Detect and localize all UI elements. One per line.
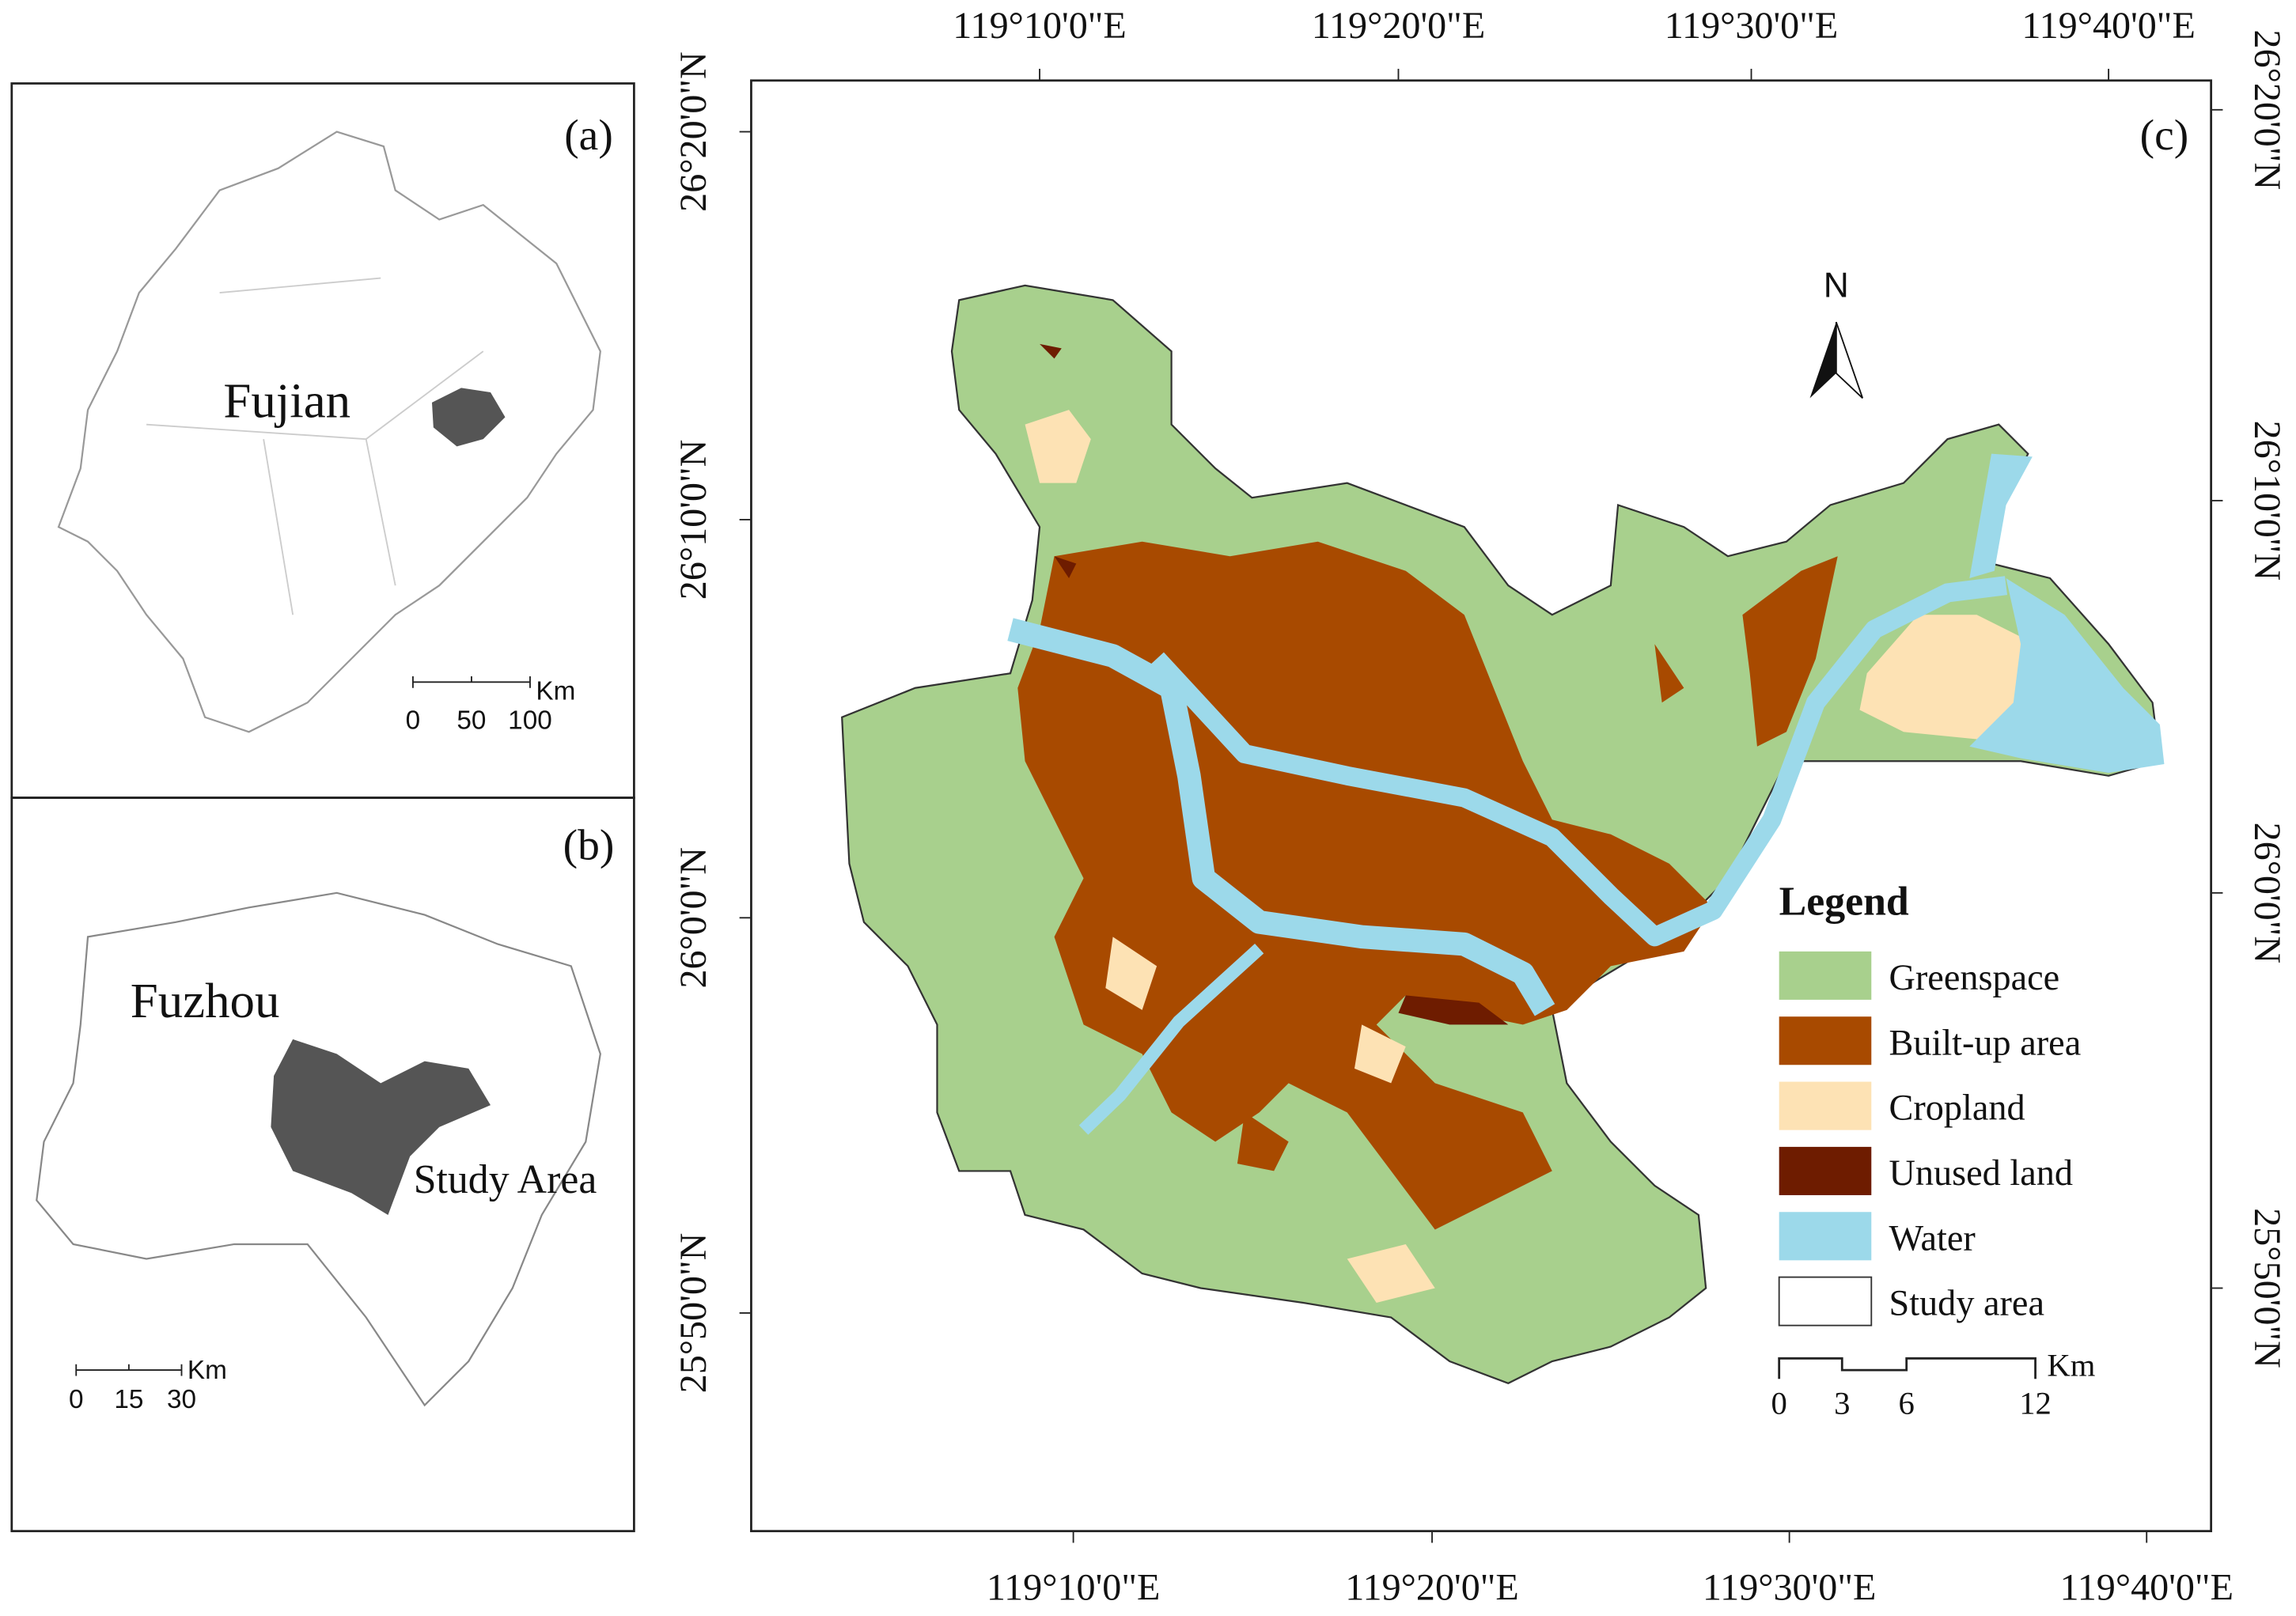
panel-c-frame bbox=[750, 79, 2213, 1533]
panel-label: (c) bbox=[2140, 112, 2189, 160]
legend-label: Study area bbox=[1889, 1284, 2044, 1324]
legend-label: Greenspace bbox=[1889, 958, 2059, 998]
place-label: Fuzhou bbox=[131, 973, 280, 1028]
latitude-label: 26°20'0"N bbox=[673, 51, 714, 212]
fuzhou-outline bbox=[36, 891, 601, 1407]
legend-title: Legend bbox=[1779, 880, 1909, 925]
scale-unit: Km bbox=[2047, 1348, 2095, 1383]
fuzhou-area bbox=[431, 388, 506, 447]
legend-swatch bbox=[1779, 951, 1872, 1000]
scale-label: 12 bbox=[2019, 1386, 2052, 1421]
river bbox=[1078, 943, 1264, 1135]
legend-label: Unused land bbox=[1889, 1153, 2073, 1194]
longitude-label: 119°40'0"E bbox=[2021, 5, 2195, 47]
legend-label: Cropland bbox=[1889, 1088, 2025, 1129]
river bbox=[1007, 618, 1555, 1016]
fujian-divisions bbox=[146, 277, 484, 615]
legend-swatch bbox=[1779, 1081, 1872, 1130]
scale-label: 3 bbox=[1834, 1386, 1850, 1421]
river bbox=[1150, 576, 2008, 947]
legend-label: Built-up area bbox=[1889, 1023, 2081, 1063]
built-up bbox=[1017, 541, 1714, 1230]
scale-label: 0 bbox=[69, 1385, 84, 1414]
latitude-label: 25°50'0"N bbox=[2246, 1208, 2288, 1368]
scale-label: 0 bbox=[1771, 1386, 1786, 1421]
legend-swatch bbox=[1778, 1276, 1873, 1326]
panel-label: (a) bbox=[564, 112, 613, 160]
longitude-label: 119°20'0"E bbox=[1345, 1567, 1518, 1609]
longitude-label: 119°10'0"E bbox=[987, 1567, 1160, 1609]
latitude-label: 26°10'0"N bbox=[673, 440, 714, 600]
north-label: N bbox=[1824, 267, 1849, 305]
study-area-label: Study Area bbox=[414, 1157, 597, 1202]
longitude-label: 119°30'0"E bbox=[1665, 5, 1838, 47]
scale-label: 0 bbox=[406, 706, 421, 736]
latitude-label: 25°50'0"N bbox=[673, 1233, 714, 1394]
scale-label: 6 bbox=[1899, 1386, 1915, 1421]
legend-swatch bbox=[1779, 1146, 1872, 1195]
scale-unit: Km bbox=[188, 1356, 227, 1385]
panel-b-frame bbox=[10, 797, 635, 1533]
scale-bar bbox=[75, 1364, 183, 1376]
longitude-label: 119°30'0"E bbox=[1703, 1567, 1876, 1609]
scale-label: 15 bbox=[114, 1385, 143, 1414]
panel-label: (b) bbox=[563, 821, 615, 869]
legend-swatch bbox=[1779, 1212, 1872, 1261]
scale-unit: Km bbox=[536, 677, 575, 706]
scale-bar bbox=[1778, 1357, 2036, 1379]
latitude-label: 26°20'0"N bbox=[2246, 30, 2288, 191]
legend-label: Water bbox=[1889, 1218, 1975, 1258]
place-label: Fujian bbox=[223, 373, 350, 428]
study-area bbox=[271, 1039, 491, 1215]
north-arrow bbox=[1835, 321, 1864, 399]
longitude-label: 119°40'0"E bbox=[2059, 1567, 2233, 1609]
scale-bar bbox=[411, 676, 531, 688]
latitude-label: 26°0'0"N bbox=[2246, 823, 2288, 964]
scale-label: 100 bbox=[508, 706, 552, 736]
water-body bbox=[1969, 453, 2165, 774]
latitude-label: 26°0'0"N bbox=[673, 847, 714, 989]
built-up bbox=[1742, 556, 1838, 747]
scale-label: 30 bbox=[167, 1385, 196, 1414]
longitude-label: 119°20'0"E bbox=[1312, 5, 1485, 47]
latitude-label: 26°10'0"N bbox=[2246, 421, 2288, 581]
north-arrow bbox=[1809, 322, 1836, 399]
scale-label: 50 bbox=[457, 706, 486, 736]
legend-swatch bbox=[1779, 1016, 1872, 1065]
fujian-outline bbox=[57, 131, 601, 733]
longitude-label: 119°10'0"E bbox=[953, 5, 1126, 47]
